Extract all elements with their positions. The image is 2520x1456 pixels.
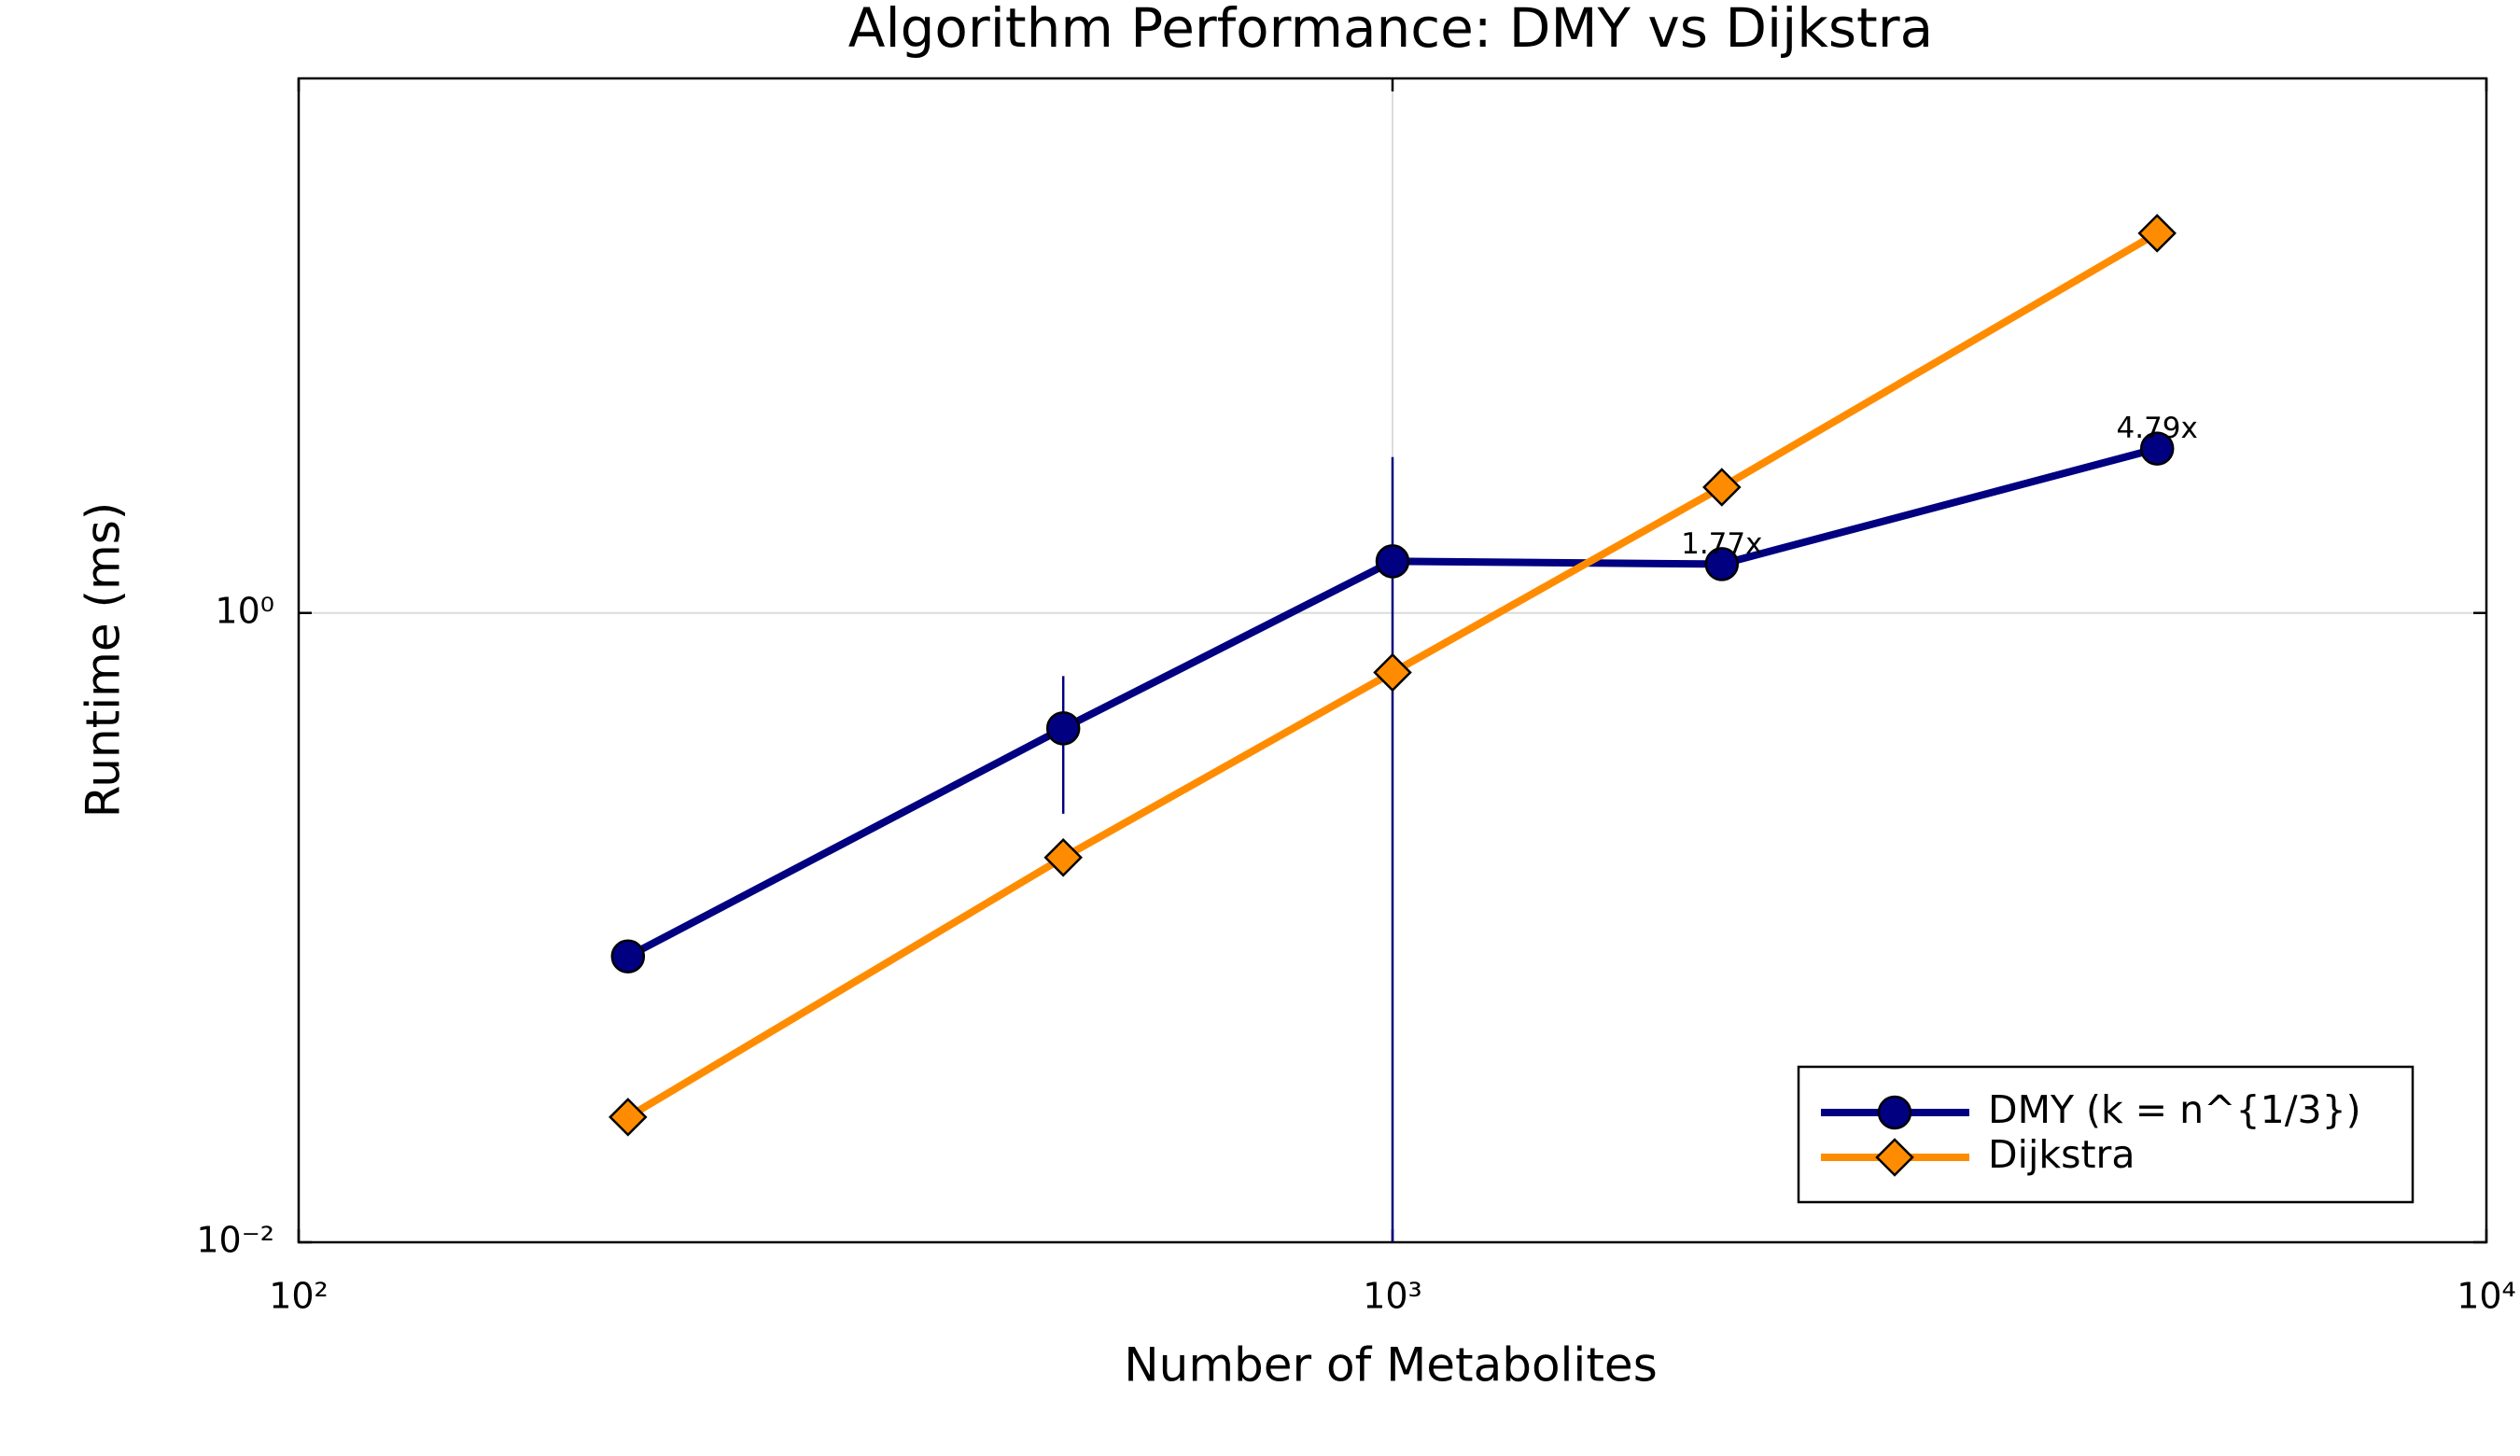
marker	[1043, 838, 1083, 877]
marker	[610, 939, 646, 973]
marker	[1704, 547, 1740, 581]
chart-title: Algorithm Performance: DMY vs Dijkstra	[848, 0, 1933, 60]
marker	[2137, 214, 2177, 253]
x-axis-label: Number of Metabolites	[1124, 1338, 1658, 1393]
marker	[2139, 431, 2175, 466]
legend-marker	[1877, 1095, 1912, 1130]
marker	[1045, 711, 1081, 746]
point-label: 4.79x	[2117, 412, 2198, 445]
plot-area	[609, 214, 2177, 1242]
x-tick-label: 10⁴	[2457, 1276, 2516, 1317]
legend-box	[1797, 1065, 2415, 1204]
marker	[609, 1098, 648, 1137]
point-label: 1.77x	[1681, 527, 1762, 561]
marker	[1375, 544, 1410, 579]
marker	[1702, 468, 1742, 507]
y-axis-label: Runtime (ms)	[77, 502, 131, 819]
legend-marker	[1875, 1138, 1914, 1177]
y-tick-label: 10⁰	[215, 590, 274, 631]
x-tick-label: 10³	[1363, 1276, 1422, 1317]
marker	[1373, 652, 1412, 693]
legend-label: Dijkstra	[1988, 1132, 2135, 1177]
y-tick-label: 10⁻²	[196, 1220, 274, 1261]
legend-label: DMY (k = n^{1/3})	[1988, 1087, 2361, 1132]
x-tick-label: 10²	[269, 1276, 329, 1317]
